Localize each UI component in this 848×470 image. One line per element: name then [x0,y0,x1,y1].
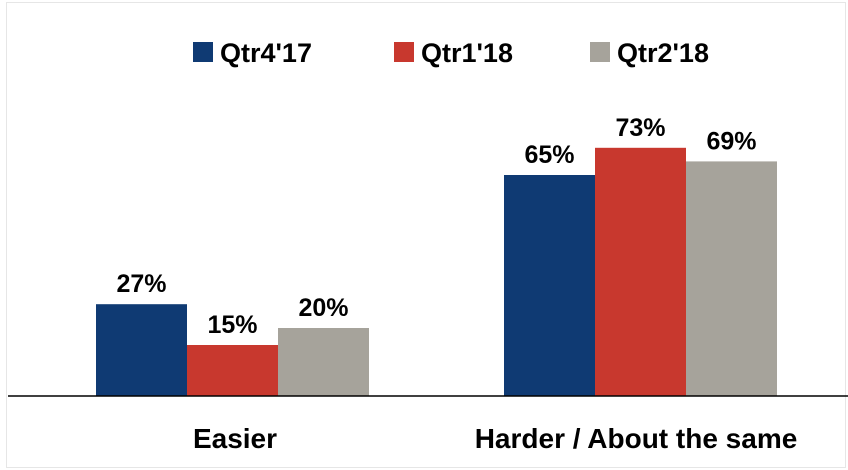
legend-swatch-2 [394,42,414,62]
chart-frame [6,2,846,468]
category-label-2: Harder / About the same [475,423,798,454]
legend-item-2: Qtr1'18 [394,38,513,68]
data-label-1-1: 27% [116,270,166,298]
bars-group [96,147,777,396]
category-labels-group: Easier Harder / About the same [193,423,797,454]
bar-2-2 [595,147,686,396]
data-label-2-2: 73% [615,114,665,142]
legend-item-3: Qtr2'18 [590,38,709,68]
legend-swatch-1 [193,42,213,62]
legend-swatch-3 [590,42,610,62]
data-labels-group: 27% 15% 20% 65% 73% 69% [116,114,756,339]
data-label-2-1: 65% [524,141,574,169]
legend-label-1: Qtr4'17 [220,38,312,68]
data-label-1-2: 15% [207,311,257,339]
legend-item-1: Qtr4'17 [193,38,312,68]
legend-label-2: Qtr1'18 [421,38,513,68]
data-label-2-3: 69% [706,127,756,155]
bar-1-2 [187,345,278,396]
bar-1-1 [96,304,187,396]
data-label-1-3: 20% [298,294,348,322]
legend: Qtr4'17 Qtr1'18 Qtr2'18 [193,38,709,68]
legend-label-3: Qtr2'18 [617,38,709,68]
bar-2-3 [686,161,777,396]
category-label-1: Easier [193,423,277,454]
bar-2-1 [504,175,595,396]
bar-1-3 [278,328,369,396]
